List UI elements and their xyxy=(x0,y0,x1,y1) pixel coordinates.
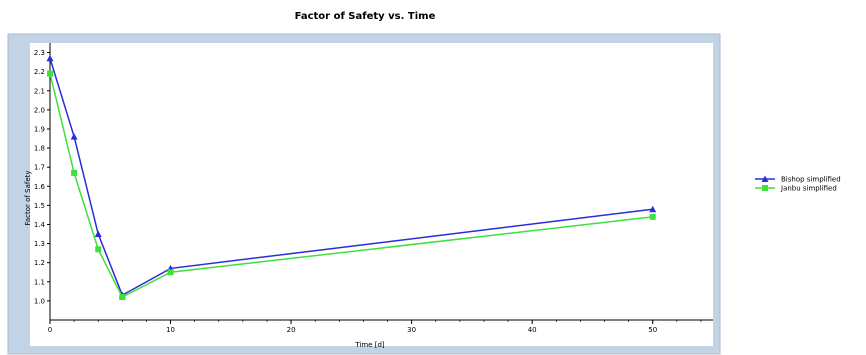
data-point xyxy=(119,294,126,301)
plot-area xyxy=(30,43,713,346)
data-point xyxy=(46,54,54,62)
data-point xyxy=(70,133,78,140)
x-tick-label: 20 xyxy=(287,326,296,334)
y-tick-label: 1.0 xyxy=(34,297,45,305)
data-point xyxy=(71,169,78,176)
chart-title: Factor of Safety vs. Time xyxy=(295,11,436,22)
y-tick-label: 1.5 xyxy=(34,202,45,210)
data-point xyxy=(167,269,174,276)
y-tick-label: 1.4 xyxy=(34,221,46,229)
y-tick-label: 1.3 xyxy=(34,240,45,248)
series-line xyxy=(49,73,653,299)
x-tick-label: 40 xyxy=(528,326,537,334)
y-tick-label: 2.1 xyxy=(34,87,45,95)
y-tick-label: 1.8 xyxy=(34,145,45,153)
data-point xyxy=(47,70,53,77)
data-point xyxy=(649,213,656,220)
y-tick-label: 1.9 xyxy=(34,125,45,133)
y-tick-label: 1.7 xyxy=(34,164,45,172)
series-layer xyxy=(46,54,657,301)
legend-marker xyxy=(761,175,769,182)
x-tick-label: 0 xyxy=(48,326,52,334)
legend-marker xyxy=(762,185,768,191)
data-point xyxy=(94,230,102,238)
x-tick-label: 30 xyxy=(407,326,416,334)
y-tick-label: 2.0 xyxy=(34,106,45,114)
y-axis-label: Factor of Safety xyxy=(24,170,32,225)
y-tick-label: 1.1 xyxy=(34,278,45,286)
series-line xyxy=(49,58,653,297)
y-tick-label: 1.6 xyxy=(34,183,46,191)
legend-label: Janbu simplified xyxy=(780,185,837,193)
x-axis-label: Time [d] xyxy=(354,341,385,349)
legend-label: Bishop simplified xyxy=(781,176,841,184)
data-point xyxy=(649,205,657,213)
data-point xyxy=(95,246,102,253)
axes: 0 10 20 30 40 50 1.0 1.1 1.2 1.3 1.4 1.5 1.6 1.7 1.8 1.… xyxy=(34,43,713,334)
y-tick-label: 2.2 xyxy=(34,68,45,76)
y-tick-label: 1.2 xyxy=(34,259,45,267)
y-tick-label: 2.3 xyxy=(34,49,45,57)
x-tick-label: 50 xyxy=(648,326,657,334)
x-tick-label: 10 xyxy=(166,326,175,334)
